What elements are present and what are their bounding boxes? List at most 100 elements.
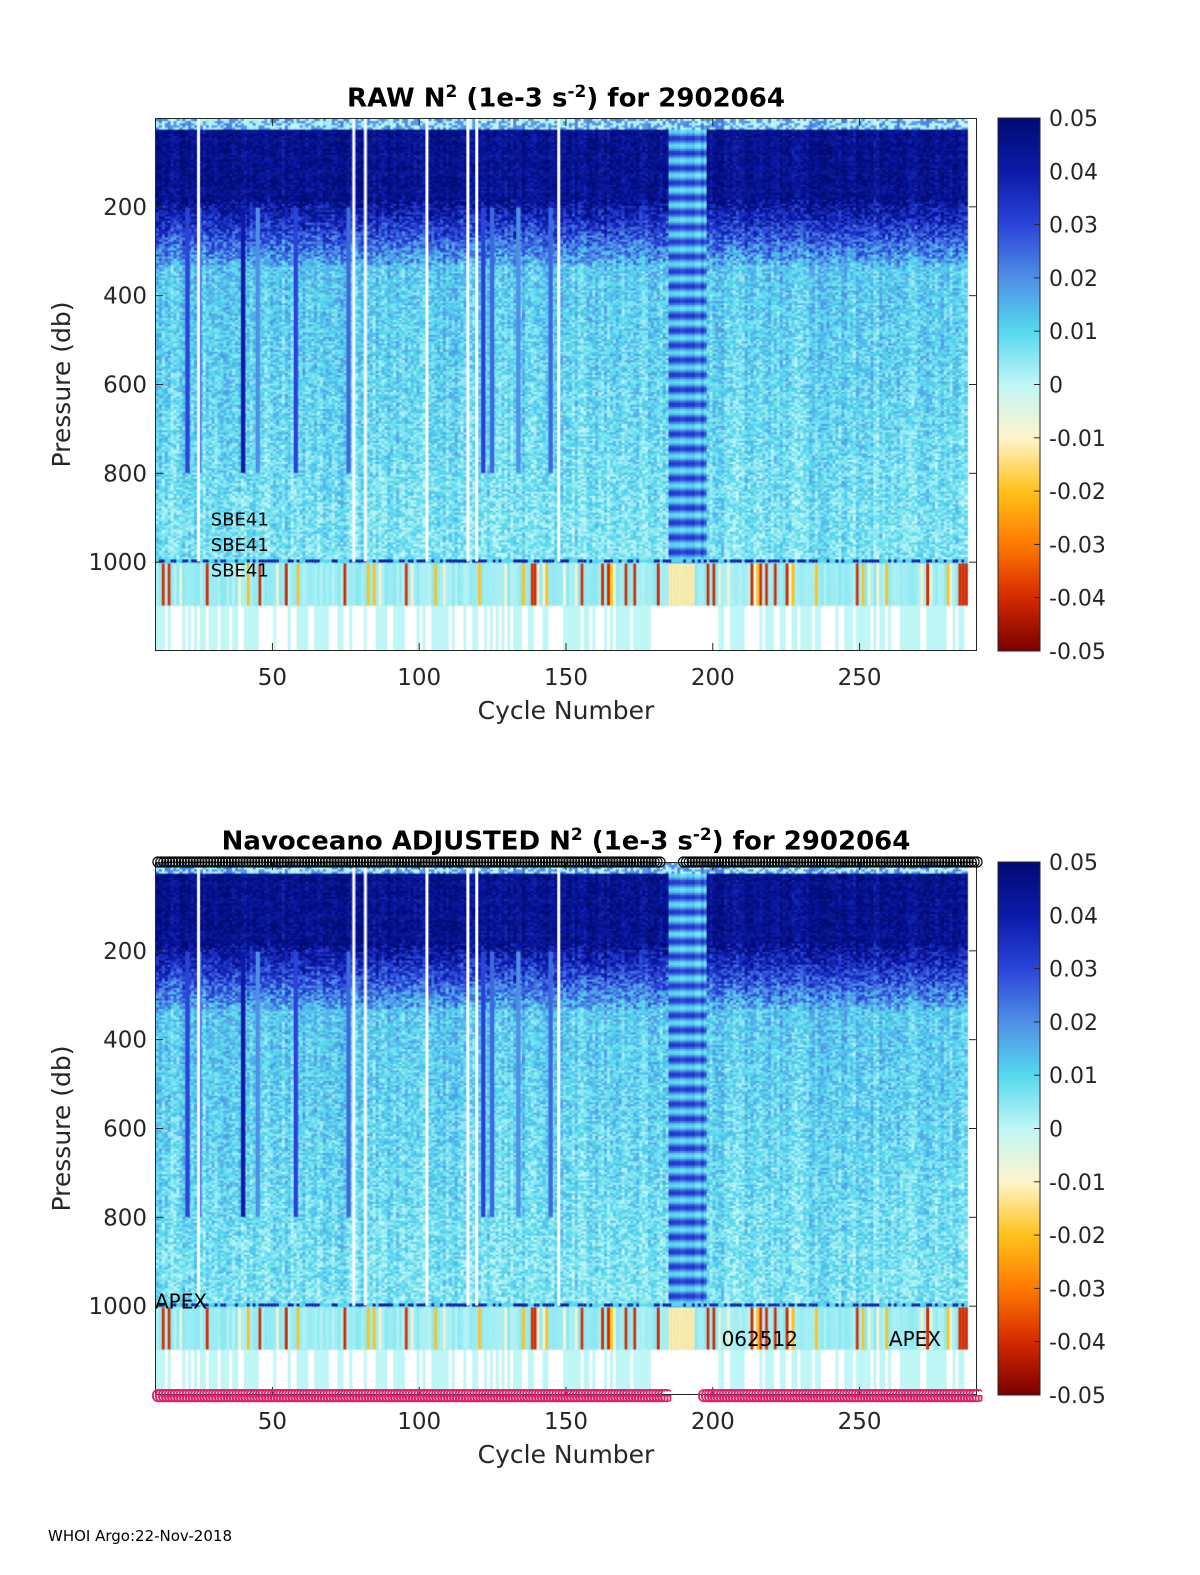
chart-2-bottom-marker: G [389,1386,403,1407]
chart-2-bottom-marker: G [847,1386,861,1407]
chart-2-top-marker [754,856,766,868]
chart-2-top-marker [519,856,531,868]
chart-2-bottom-marker: G [524,1386,538,1407]
chart-2-top-marker [296,856,308,868]
chart-2-top-marker [413,856,425,868]
chart-2-top-marker [548,856,560,868]
chart-2-bottom-marker: G [917,1386,931,1407]
chart-2-bottom-marker: G [723,1386,737,1407]
chart-2-bottom-marker: G [938,1386,952,1407]
chart-2-top-marker [307,856,320,868]
chart-2-top-marker [234,856,246,868]
chart-2-bottom-marker: G [903,1386,917,1407]
chart-2-top-marker [968,856,980,868]
chart-2-top-marker [293,856,305,868]
chart-2-top-marker [736,856,748,868]
chart-2-bottom-marker: G [726,1386,740,1407]
chart-2-bottom-marker: G [621,1386,635,1407]
chart-2-bottom-marker: G [242,1386,256,1407]
chart-2-top-marker [404,856,417,868]
chart-2-top-marker [437,856,449,868]
chart-2-top-marker [281,856,293,868]
chart-2-top-marker [222,856,234,868]
chart-2-bottom-marker: G [245,1386,259,1407]
chart-2-bottom-marker: G [210,1386,224,1407]
chart-2-top-marker [786,856,798,868]
chart-2-bottom-marker: G [459,1386,473,1407]
chart-2-top-marker [833,856,845,868]
colorbar-tick-label: 0 [1049,374,1063,399]
chart-2-annotation: APEX [155,1289,207,1313]
chart-2-bottom-marker: G [820,1386,834,1407]
chart-2-bottom-marker: G [853,1386,867,1407]
chart-2-bottom-marker: G [292,1386,306,1407]
chart-2-bottom-marker: G [324,1386,338,1407]
chart-2-top-marker [680,856,692,868]
chart-2-top-marker [557,856,569,868]
chart-2-bottom-marker: G [377,1386,391,1407]
chart-1-ytick-label: 600 [103,373,147,399]
chart-1-xtick-label: 50 [258,665,287,691]
chart-2-top-marker [783,856,795,868]
chart-2-top-marker [539,856,552,868]
chart-2-bottom-marker: G [970,1386,984,1407]
chart-2-bottom-marker: G [315,1386,329,1407]
chart-2-bottom-marker: G [609,1386,623,1407]
chart-2-top-marker [310,856,323,868]
colorbar-tick-label: -0.02 [1049,1224,1106,1249]
chart-2-top-marker [155,856,167,868]
chart-2-top-marker [504,856,516,868]
chart-2-bottom-marker: G [268,1386,282,1407]
chart-2-bottom-marker: G [656,1386,670,1407]
chart-2-bottom-marker: G [908,1386,922,1407]
chart-2-bottom-marker: G [160,1386,174,1407]
chart-2-top-marker [956,856,968,868]
chart-2-top-marker [278,856,290,868]
chart-2-top-marker [642,856,654,868]
chart-2-title: Navoceano ADJUSTED N2 (1e-3 s-2) for 290… [221,825,911,857]
chart-2-top-marker [698,856,710,868]
chart-2-top-marker [325,856,337,868]
chart-2-top-marker [484,856,496,868]
chart-2-top-marker [768,856,781,868]
chart-2-top-marker [821,856,833,868]
chart-2-bottom-marker: G [380,1386,394,1407]
chart-2-bottom-marker: G [280,1386,294,1407]
chart-2-top-marker [721,856,734,868]
chart-2-top-marker [396,856,408,868]
colorbar-tick-label: 0.04 [1049,160,1098,185]
chart-1-xlabel: Cycle Number [478,696,655,725]
chart-2-bottom-marker: G [283,1386,297,1407]
chart-2-bottom-marker: G [867,1386,881,1407]
chart-2-top-marker [536,856,549,868]
chart-2-heatmap [155,862,977,1395]
chart-2-bottom-marker: G [873,1386,887,1407]
chart-2-top-marker [812,856,825,868]
chart-2-bottom-marker: G [512,1386,526,1407]
chart-2-bottom-marker: G [342,1386,356,1407]
chart-2-bottom-marker: G [911,1386,925,1407]
chart-2-top-marker [859,856,872,868]
chart-2-top-marker [906,856,919,868]
chart-2-bottom-marker: G [556,1386,570,1407]
colorbar-tick-label: 0.03 [1049,958,1098,983]
chart-2-top-marker [398,856,411,868]
chart-2-top-marker [789,856,801,868]
chart-2-bottom-marker: G [600,1386,614,1407]
chart-1-annotation: SBE41 [211,510,269,531]
chart-2-top-marker [416,856,428,868]
chart-2-top-marker [445,856,458,868]
colorbar-tick-label: 0.05 [1049,851,1098,876]
chart-2-bottom-marker: G [577,1386,591,1407]
colorbar-tick-label: -0.03 [1049,1277,1106,1302]
chart-2-top-marker [451,856,463,868]
chart-2-bottom-marker: G [583,1386,597,1407]
chart-2-top-marker [704,856,716,868]
chart-1-xtick-label: 200 [691,665,735,691]
chart-2-top-marker [346,856,358,868]
chart-2-xtick-label: 150 [544,1409,588,1435]
chart-2-bottom-marker: G [806,1386,820,1407]
colorbar-tick-label: -0.05 [1049,1384,1106,1409]
chart-2-bottom-marker: G [870,1386,884,1407]
chart-2-bottom-marker: G [949,1386,963,1407]
